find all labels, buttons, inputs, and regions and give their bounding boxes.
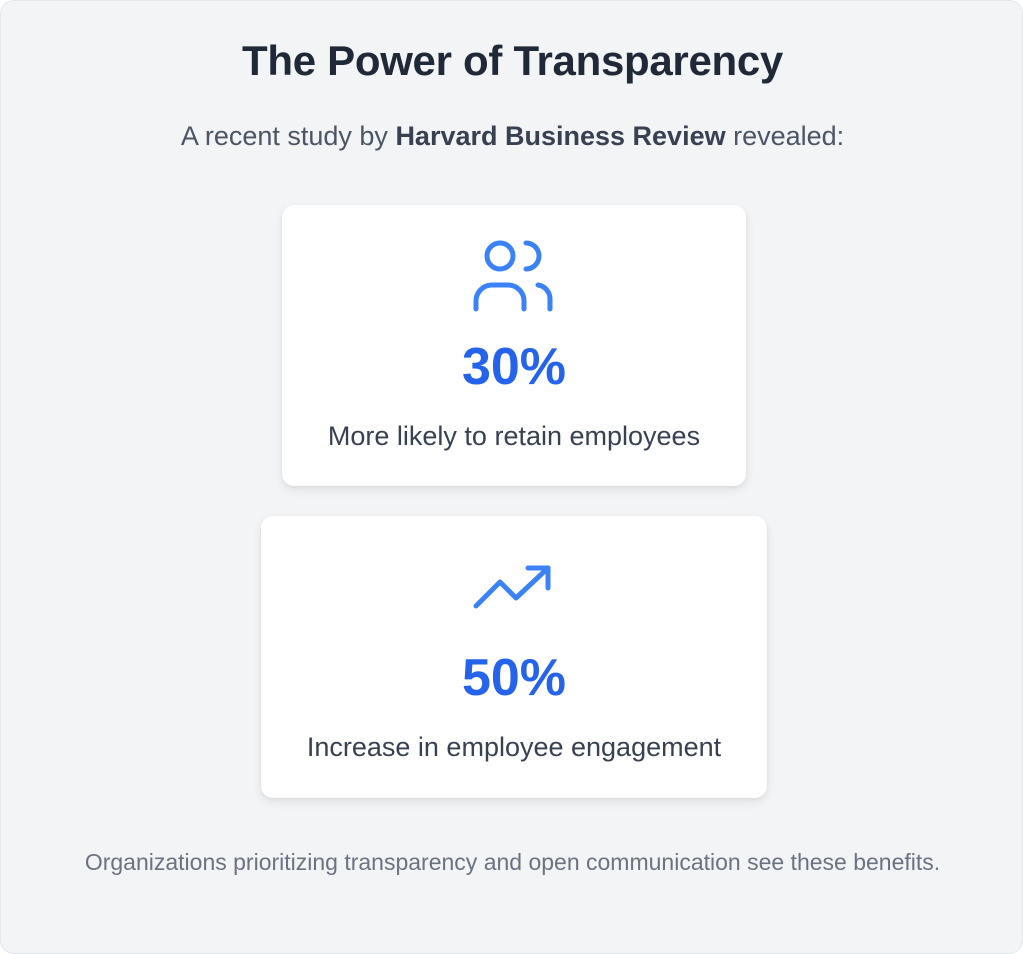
stat-description-retention: More likely to retain employees [327,421,701,451]
stat-card-retention: 30% More likely to retain employees [282,205,746,486]
subtitle-suffix: revealed: [725,121,845,151]
subtitle-source: Harvard Business Review [395,121,726,151]
subtitle-prefix: A recent study by [180,121,396,151]
stat-value-engagement: 50% [461,649,567,707]
users-icon [473,240,553,312]
stat-description-engagement: Increase in employee engagement [306,732,722,762]
page-title: The Power of Transparency [241,37,783,84]
trending-up-icon [473,565,551,609]
stat-card-engagement: 50% Increase in employee engagement [261,516,767,798]
footer-note: Organizations prioritizing transparency … [84,849,941,875]
stat-value-retention: 30% [461,338,567,396]
subtitle: A recent study by Harvard Business Revie… [1,121,1023,152]
